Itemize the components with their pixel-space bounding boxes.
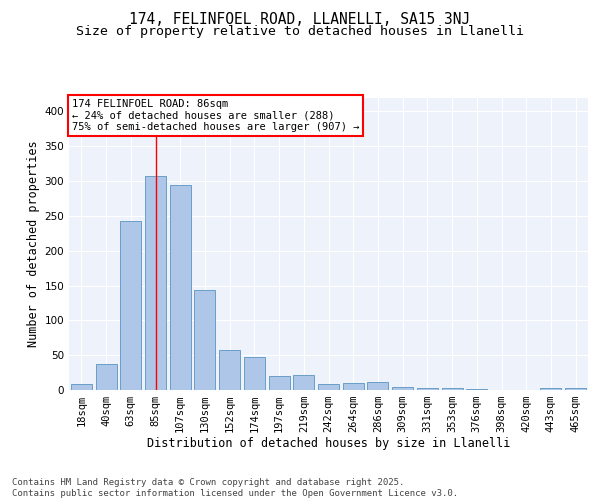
Text: 174 FELINFOEL ROAD: 86sqm
← 24% of detached houses are smaller (288)
75% of semi: 174 FELINFOEL ROAD: 86sqm ← 24% of detac… — [71, 99, 359, 132]
Bar — [244, 356, 265, 390]
Bar — [541, 388, 562, 390]
Bar — [145, 176, 166, 390]
Bar — [343, 383, 364, 390]
Bar — [71, 384, 92, 390]
X-axis label: Distribution of detached houses by size in Llanelli: Distribution of detached houses by size … — [147, 436, 510, 450]
Text: Size of property relative to detached houses in Llanelli: Size of property relative to detached ho… — [76, 25, 524, 38]
Bar — [95, 364, 116, 390]
Bar — [219, 350, 240, 390]
Bar — [170, 184, 191, 390]
Y-axis label: Number of detached properties: Number of detached properties — [27, 140, 40, 347]
Bar — [318, 384, 339, 390]
Bar — [293, 376, 314, 390]
Bar — [417, 388, 438, 390]
Bar — [392, 386, 413, 390]
Bar — [194, 290, 215, 390]
Bar — [442, 388, 463, 390]
Bar — [269, 376, 290, 390]
Text: Contains HM Land Registry data © Crown copyright and database right 2025.
Contai: Contains HM Land Registry data © Crown c… — [12, 478, 458, 498]
Text: 174, FELINFOEL ROAD, LLANELLI, SA15 3NJ: 174, FELINFOEL ROAD, LLANELLI, SA15 3NJ — [130, 12, 470, 28]
Bar — [367, 382, 388, 390]
Bar — [120, 221, 141, 390]
Bar — [565, 388, 586, 390]
